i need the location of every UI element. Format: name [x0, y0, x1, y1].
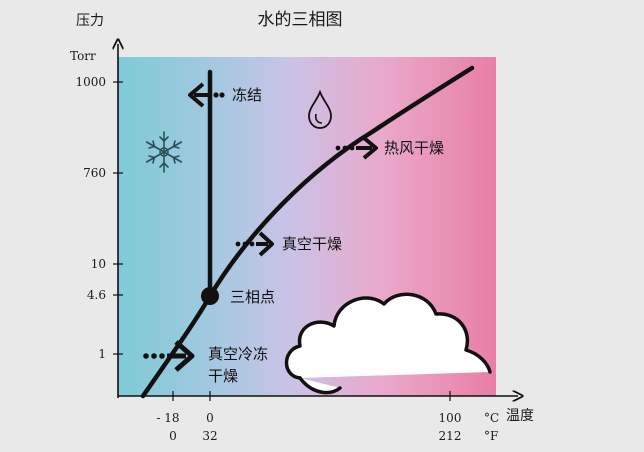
x-ticks: - 18 0 0 32 100 212 °C °F — [156, 391, 499, 443]
diagram-title: 水的三相图 — [258, 10, 343, 30]
y-axis-unit: Torr — [70, 49, 96, 63]
hot-air-dry-arrow — [335, 136, 378, 160]
y-tick-label: 760 — [83, 166, 106, 180]
snowflake-icon — [145, 131, 183, 173]
x-tick-fahrenheit: 0 — [169, 429, 177, 443]
cloud-icon — [284, 292, 492, 395]
y-ticks: 1000 760 10 4.6 1 — [75, 75, 123, 361]
water-drop-icon — [308, 89, 332, 129]
freeze-dry-label-line1: 真空冷冻 — [208, 345, 268, 363]
y-tick-label: 1 — [98, 347, 106, 361]
x-tick-fahrenheit: 212 — [439, 429, 462, 443]
freeze-dry-arrow — [143, 340, 195, 372]
x-unit-fahrenheit: °F — [484, 429, 498, 443]
vacuum-dry-label: 真空干燥 — [282, 235, 342, 253]
y-tick-label: 4.6 — [87, 288, 106, 302]
vacuum-dry-arrow — [235, 231, 274, 257]
y-tick-label: 1000 — [75, 75, 106, 89]
triple-point-label: 三相点 — [230, 288, 275, 306]
freeze-arrow — [188, 82, 225, 108]
x-axis-label: 温度 — [506, 408, 534, 424]
x-tick-celsius: 100 — [439, 411, 462, 425]
triple-point-marker — [201, 287, 219, 305]
phase-boundary-curve — [140, 65, 475, 399]
x-tick-celsius: 0 — [206, 411, 214, 425]
freeze-dry-label-line2: 干燥 — [208, 367, 238, 385]
y-axis-label: 压力 — [76, 13, 104, 29]
x-tick-celsius: - 18 — [156, 411, 179, 425]
x-unit-celsius: °C — [484, 411, 499, 425]
x-tick-fahrenheit: 32 — [202, 429, 217, 443]
hot-air-dry-label: 热风干燥 — [384, 139, 444, 157]
y-tick-label: 10 — [91, 257, 106, 271]
freeze-label: 冻结 — [232, 86, 262, 104]
